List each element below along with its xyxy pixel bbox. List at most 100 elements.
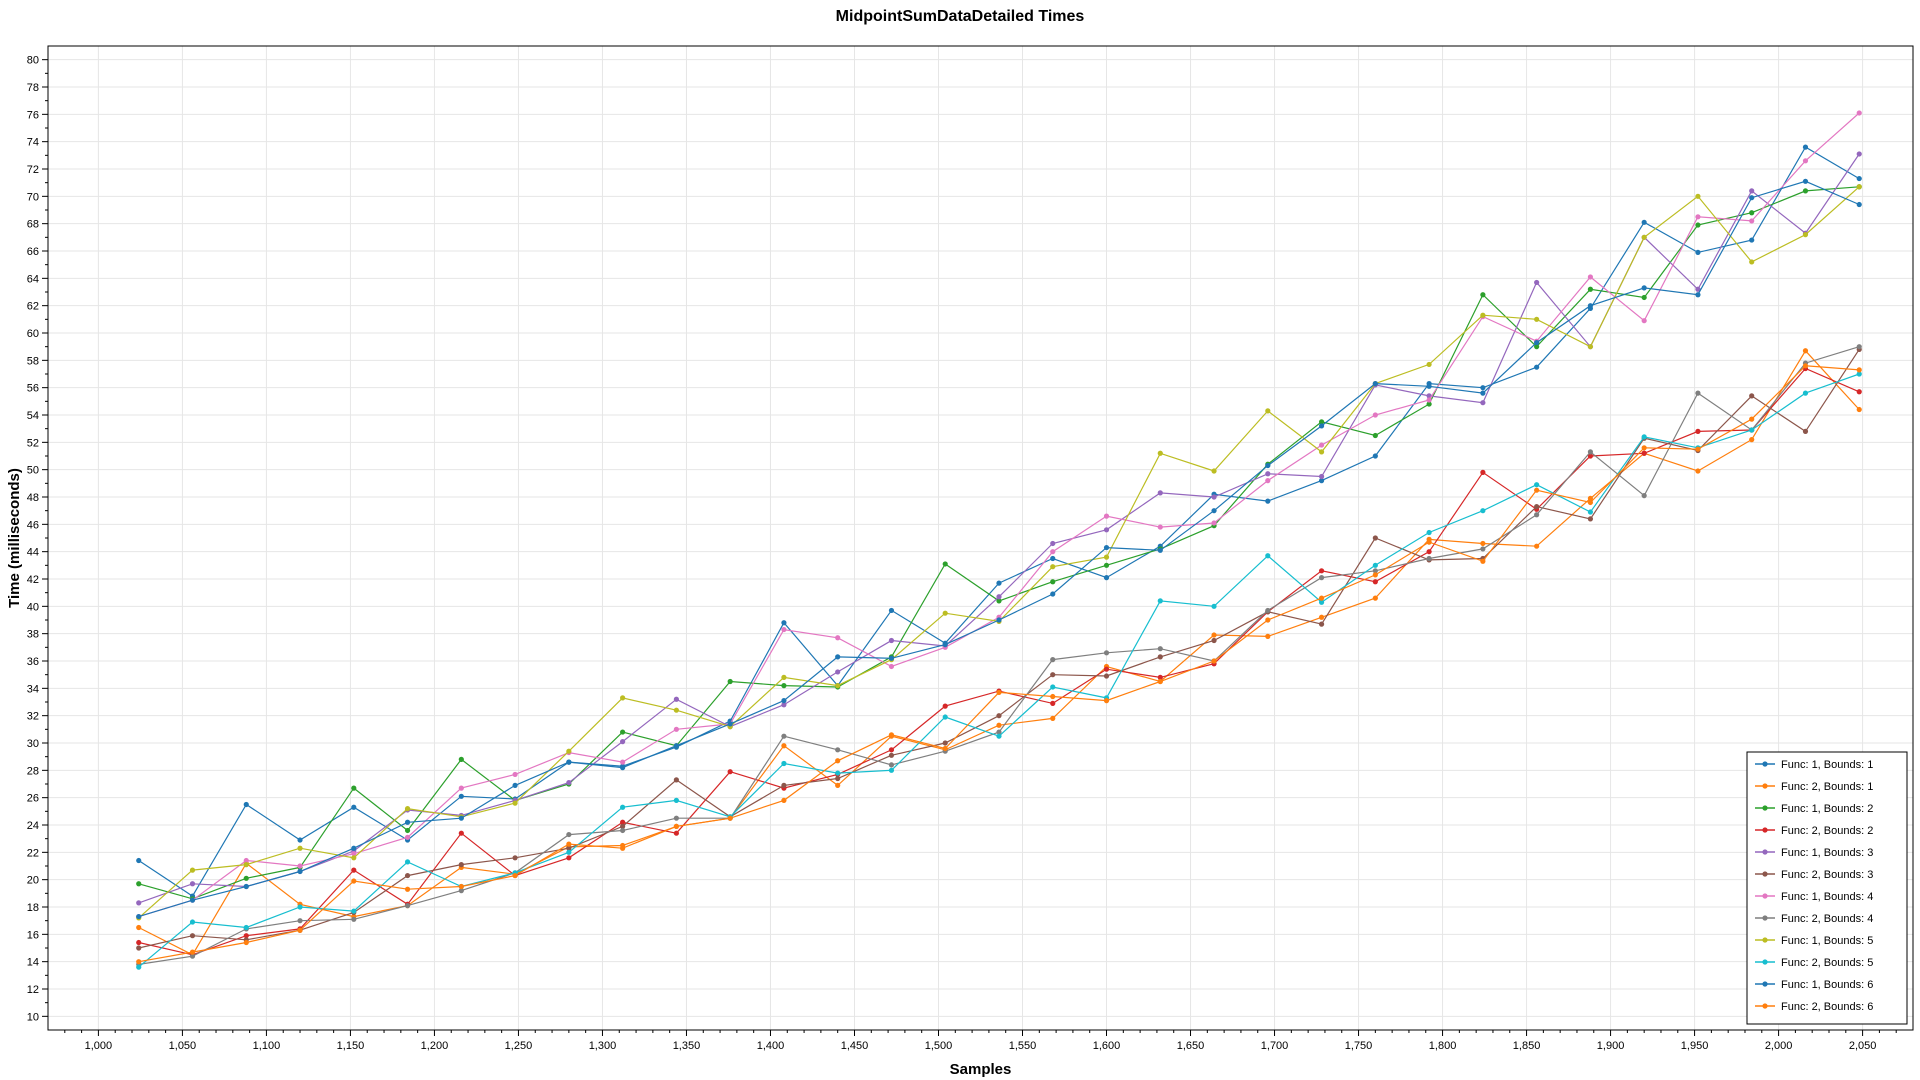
data-point <box>1318 599 1325 605</box>
data-point <box>297 845 303 851</box>
data-point <box>1103 513 1110 519</box>
x-tick-label: 1,750 <box>1345 1040 1373 1052</box>
y-tick-label: 46 <box>27 519 39 531</box>
data-point <box>404 819 411 825</box>
data-point <box>512 771 518 778</box>
data-point <box>1050 555 1056 562</box>
data-point <box>1641 219 1647 225</box>
data-point <box>781 674 787 681</box>
series-2 <box>136 348 1862 958</box>
data-point <box>1480 400 1486 406</box>
data-point <box>1426 539 1432 545</box>
data-point <box>243 883 249 890</box>
data-point <box>1695 222 1701 228</box>
data-point <box>1211 603 1217 609</box>
data-point <box>1318 621 1325 627</box>
data-point <box>1587 516 1594 522</box>
legend-swatch-marker <box>1762 981 1768 987</box>
legend-label: Func: 1, Bounds: 3 <box>1781 847 1873 859</box>
data-point <box>620 827 626 834</box>
data-point <box>996 617 1002 623</box>
data-point <box>1749 393 1755 399</box>
legend-item: Func: 2, Bounds: 3 <box>1755 869 1873 881</box>
data-point <box>1856 151 1862 157</box>
data-point <box>1265 553 1271 559</box>
data-point <box>351 908 357 914</box>
data-point <box>1480 469 1486 475</box>
data-point <box>1157 654 1163 660</box>
data-point <box>1587 303 1594 309</box>
data-point <box>1372 568 1378 574</box>
data-point <box>620 759 626 765</box>
legend-item: Func: 1, Bounds: 2 <box>1755 803 1873 815</box>
y-tick-label: 64 <box>27 273 39 285</box>
data-point <box>1534 339 1540 346</box>
data-point <box>1318 568 1325 574</box>
data-point <box>1695 292 1701 298</box>
data-point <box>673 823 679 829</box>
data-point <box>189 881 196 887</box>
y-tick-label: 20 <box>27 875 39 887</box>
data-point <box>1856 389 1862 395</box>
data-point <box>1372 562 1378 568</box>
data-point <box>1856 344 1862 350</box>
legend-label: Func: 1, Bounds: 2 <box>1781 803 1873 815</box>
data-point <box>189 933 196 939</box>
y-tick-label: 28 <box>27 765 39 777</box>
y-tick-label: 30 <box>27 738 39 750</box>
data-point <box>1534 503 1540 510</box>
data-point <box>1695 249 1701 255</box>
data-point <box>1856 406 1862 413</box>
data-point <box>781 760 787 767</box>
legend-label: Func: 2, Bounds: 6 <box>1781 1001 1873 1013</box>
data-point <box>888 752 895 758</box>
data-point <box>136 959 142 965</box>
data-point <box>1480 540 1486 547</box>
data-point <box>1050 591 1056 597</box>
data-point <box>1695 286 1701 292</box>
data-point <box>727 678 733 685</box>
data-point <box>1856 371 1862 377</box>
data-point <box>1641 493 1647 499</box>
series-9 <box>136 184 1862 921</box>
legend-item: Func: 2, Bounds: 4 <box>1755 913 1873 925</box>
x-tick-label: 1,350 <box>673 1040 701 1052</box>
data-point <box>351 916 357 922</box>
legend-item: Func: 1, Bounds: 5 <box>1755 935 1873 947</box>
series-line <box>138 349 1860 956</box>
series-1 <box>136 144 1862 899</box>
data-point <box>1265 462 1271 469</box>
y-tick-label: 18 <box>27 902 39 914</box>
data-point <box>673 696 679 702</box>
data-point <box>996 580 1002 586</box>
legend-item: Func: 1, Bounds: 4 <box>1755 891 1873 903</box>
y-tick-label: 68 <box>27 219 39 231</box>
data-point <box>1749 188 1755 194</box>
data-point <box>1157 547 1163 553</box>
series-4 <box>136 365 1862 958</box>
data-point <box>1534 344 1540 350</box>
data-point <box>1695 193 1701 199</box>
data-point <box>620 765 626 771</box>
data-point <box>727 815 733 821</box>
legend-label: Func: 2, Bounds: 4 <box>1781 913 1873 925</box>
data-point <box>1050 700 1056 706</box>
data-point <box>1103 554 1110 560</box>
data-point <box>620 819 626 825</box>
x-axis-title: Samples <box>950 1061 1012 1078</box>
data-point <box>1534 512 1540 518</box>
series-3 <box>136 184 1862 902</box>
data-point <box>404 859 411 865</box>
data-point <box>1802 158 1809 164</box>
y-tick-label: 12 <box>27 984 39 996</box>
data-point <box>620 739 626 745</box>
data-point <box>1695 428 1701 434</box>
data-point <box>835 747 841 753</box>
data-point <box>1802 188 1809 194</box>
data-point <box>1749 237 1755 243</box>
data-point <box>942 703 948 709</box>
data-point <box>1318 423 1325 429</box>
data-point <box>1695 214 1701 220</box>
x-tick-label: 1,100 <box>253 1040 281 1052</box>
